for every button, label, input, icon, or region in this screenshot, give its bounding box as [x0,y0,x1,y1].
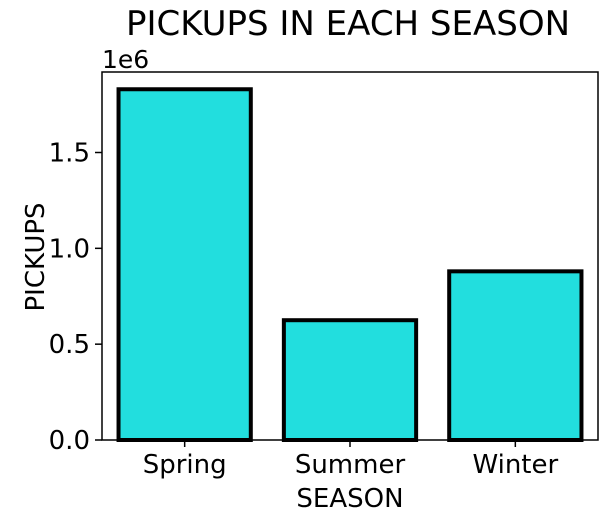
y-tick-label: 0.0 [49,426,90,456]
bar-winter [447,269,584,443]
x-axis-label: SEASON [296,484,403,514]
x-tick-label: Winter [472,450,558,480]
y-axis-label: PICKUPS [21,202,51,311]
y-tick-label: 1.0 [49,234,90,264]
y-tick-label: 0.5 [49,330,90,360]
tick-labels: Spring Summer Winter 0.0 0.5 1.0 1.5 [49,139,559,481]
bar-spring [116,87,253,442]
x-tick-label: Summer [295,450,406,480]
bar-summer [281,318,419,443]
y-tick-label: 1.5 [49,139,90,169]
bars-group [116,87,584,443]
chart-title: PICKUPS IN EACH SEASON [126,4,570,44]
y-axis-offset-label: 1e6 [102,45,149,74]
x-tick-label: Spring [143,450,227,480]
